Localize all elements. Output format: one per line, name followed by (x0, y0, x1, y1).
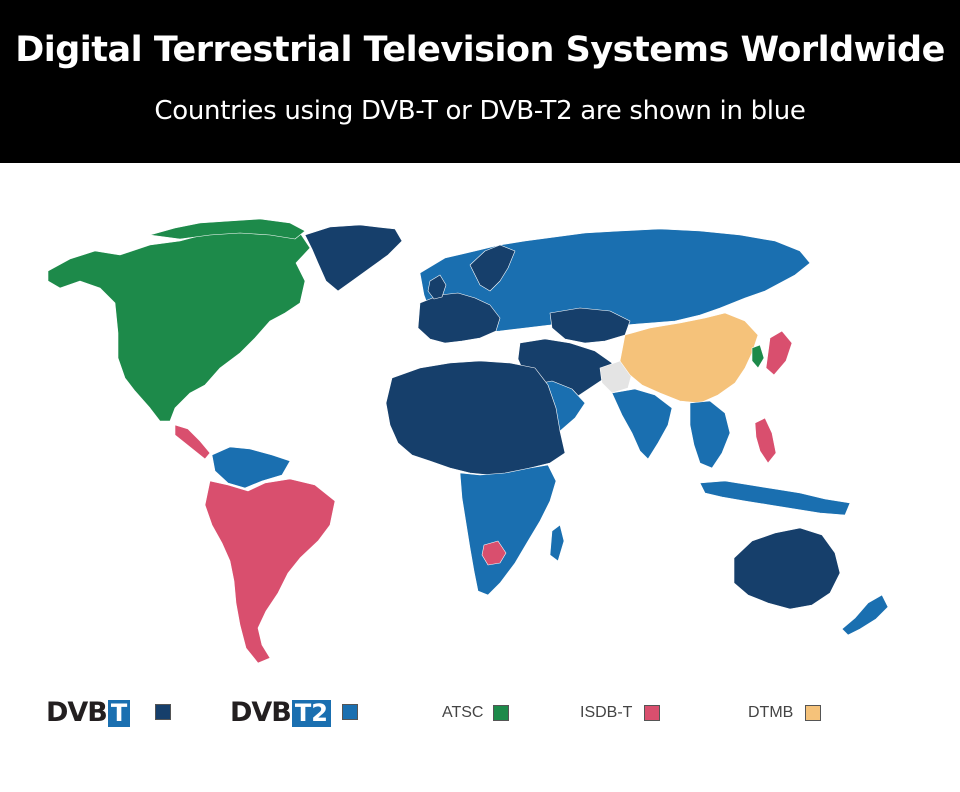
dvbt-swatch (155, 704, 171, 720)
australia-region (733, 527, 841, 610)
dvbt2-swatch (342, 704, 358, 720)
india-region (611, 388, 673, 460)
dtmb-label: DTMB (748, 704, 794, 721)
southeast-asia-region (689, 400, 731, 469)
isdbt-label: ISDB-T (580, 704, 633, 721)
atsc-swatch (493, 705, 509, 721)
canada-islands (149, 218, 306, 240)
dtmb-swatch (805, 705, 821, 721)
dvbt-logo: DVB T (46, 699, 131, 727)
dvbt2-logo: DVB T2 (230, 699, 331, 727)
korea-region (751, 344, 765, 369)
madagascar-region (549, 524, 565, 562)
central-asia-region (549, 307, 631, 344)
isdbt-swatch (644, 705, 660, 721)
greenland-region (304, 224, 403, 292)
page-title: Digital Terrestrial Television Systems W… (15, 30, 945, 70)
colombia-venezuela-region (211, 446, 291, 489)
western-europe-region (417, 292, 501, 344)
scandinavia-region (469, 244, 516, 292)
southern-africa-region (459, 464, 557, 596)
south-america-region (204, 478, 336, 664)
philippines-region (754, 417, 777, 464)
china-region (619, 312, 759, 404)
atsc-label: ATSC (442, 704, 484, 721)
new-zealand-region (841, 594, 889, 636)
header-banner: Digital Terrestrial Television Systems W… (0, 0, 960, 163)
british-isles-region (427, 274, 447, 300)
indonesia-region (699, 480, 851, 516)
page-subtitle: Countries using DVB-T or DVB-T2 are show… (154, 96, 806, 126)
map-legend: DVB T DVB T2 ATSC ISDB-T DTMB (0, 690, 960, 740)
world-map (47, 218, 889, 664)
central-america-region (174, 424, 211, 460)
north-america-region (47, 224, 311, 422)
north-africa-region (385, 360, 566, 476)
japan-region (765, 330, 793, 376)
south-africa-region (481, 540, 507, 566)
